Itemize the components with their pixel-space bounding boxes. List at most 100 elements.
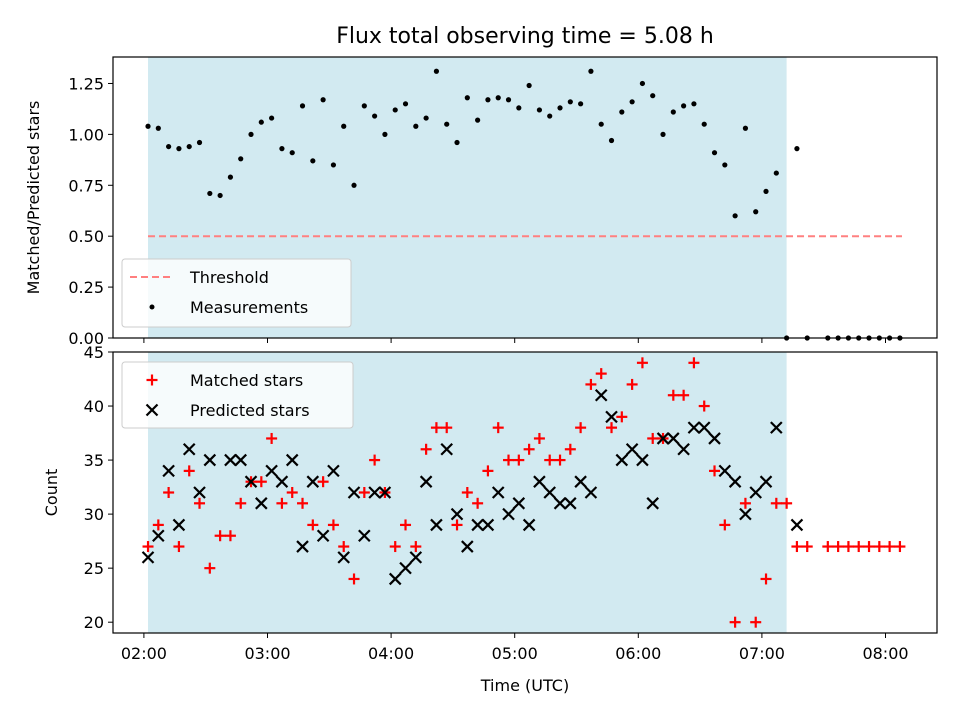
x-b xyxy=(193,486,206,499)
x-b xyxy=(605,410,618,424)
measurement-point xyxy=(598,121,604,127)
x-tick-label: 07:00 xyxy=(739,644,785,663)
matched-star-point xyxy=(348,573,360,585)
matched-star-point xyxy=(194,497,206,509)
x-b xyxy=(461,540,474,553)
x-b xyxy=(749,486,762,499)
x-b xyxy=(512,497,526,510)
matched-star-point xyxy=(822,541,834,553)
matched-star-point xyxy=(204,562,216,574)
legend-matched-swatch xyxy=(146,374,158,386)
x-b xyxy=(378,486,392,499)
x-b xyxy=(275,475,289,488)
matched-star-point xyxy=(441,422,453,434)
matched-star-point xyxy=(564,443,576,455)
predicted-star-point xyxy=(687,421,701,434)
top-y-tick-label: 0.50 xyxy=(68,227,104,246)
x-tick-label: 06:00 xyxy=(615,644,661,663)
top-y-tick-label: 0.75 xyxy=(68,176,104,195)
predicted-star-point xyxy=(378,486,392,499)
predicted-star-point xyxy=(625,442,639,456)
matched-star-point xyxy=(513,454,525,466)
bottom-y-tick-label: 20 xyxy=(84,613,104,632)
x-b xyxy=(172,518,186,532)
measurement-point xyxy=(660,131,666,137)
matched-star-point xyxy=(709,465,721,477)
x-b xyxy=(759,475,773,488)
matched-star-point xyxy=(832,541,844,553)
x-b xyxy=(388,572,402,586)
x-b xyxy=(152,529,165,543)
x-b xyxy=(677,442,690,456)
matched-star-point xyxy=(719,519,731,531)
predicted-star-point xyxy=(718,464,732,478)
measurement-point xyxy=(320,97,326,103)
x-b xyxy=(141,551,155,564)
bottom-y-tick-label: 25 xyxy=(84,559,104,578)
x-b xyxy=(265,464,278,478)
predicted-star-point xyxy=(708,432,721,445)
matched-star-point xyxy=(400,519,412,531)
x-b xyxy=(224,453,237,467)
predicted-star-point xyxy=(522,518,536,532)
measurement-point xyxy=(196,139,203,146)
matched-star-point xyxy=(842,541,854,553)
predicted-star-point xyxy=(502,507,515,521)
x-b xyxy=(790,518,804,532)
x-b xyxy=(770,421,783,434)
predicted-star-point xyxy=(172,518,186,532)
matched-star-point xyxy=(554,454,566,466)
matched-star-point xyxy=(647,432,659,444)
measurement-point xyxy=(732,213,738,219)
matched-star-point xyxy=(255,476,267,488)
x-b xyxy=(491,486,505,499)
matched-star-point xyxy=(286,487,298,498)
measurement-point xyxy=(464,95,470,101)
x-b xyxy=(337,551,350,564)
x-b xyxy=(358,529,371,543)
predicted-star-point xyxy=(543,486,556,499)
matched-star-point xyxy=(152,519,164,531)
bottom-y-tick-label: 35 xyxy=(84,451,104,470)
matched-star-point xyxy=(461,487,473,498)
x-b xyxy=(667,432,680,445)
measurement-point xyxy=(289,150,295,156)
matched-star-point xyxy=(389,541,401,553)
bottom-legend-box xyxy=(121,361,354,429)
bottom-y-tick-label: 45 xyxy=(84,343,104,362)
x-b xyxy=(347,486,361,499)
predicted-star-point xyxy=(162,464,175,478)
predicted-star-point xyxy=(244,475,258,488)
x-b xyxy=(285,453,299,467)
predicted-star-point xyxy=(234,453,247,467)
matched-star-point xyxy=(667,389,679,401)
x-b xyxy=(584,486,598,499)
measurement-point xyxy=(588,68,594,74)
predicted-star-point xyxy=(440,442,453,456)
matched-star-point xyxy=(575,422,587,434)
predicted-star-point xyxy=(491,486,505,499)
matched-star-point xyxy=(492,422,504,434)
legend-measurements-swatch xyxy=(149,304,155,310)
measurement-point xyxy=(526,82,532,89)
top-y-axis-label: Matched/Predicted stars xyxy=(24,101,43,295)
measurement-point xyxy=(217,192,223,199)
x-b xyxy=(646,497,659,510)
measurement-point xyxy=(773,170,779,176)
x-b xyxy=(430,518,443,532)
matched-star-point xyxy=(770,497,782,509)
x-b xyxy=(502,507,515,521)
predicted-star-point xyxy=(450,507,464,521)
top-y-ticks: 0.00 0.25 0.50 0.75 1.00 1.25 xyxy=(68,74,113,348)
x-tick-label: 03:00 xyxy=(244,644,290,663)
measurement-point xyxy=(392,107,398,113)
x-b xyxy=(636,453,649,467)
measurement-point xyxy=(753,209,759,215)
measurement-point xyxy=(186,143,192,150)
legend-measurements-label: Measurements xyxy=(190,298,308,317)
x-b xyxy=(244,475,258,488)
measurement-point xyxy=(670,109,676,115)
matched-star-point xyxy=(606,422,618,434)
predicted-star-point xyxy=(770,421,783,434)
